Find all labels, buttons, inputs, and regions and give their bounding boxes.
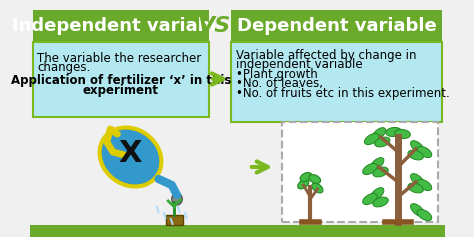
Ellipse shape xyxy=(312,183,323,193)
Text: •No. of leaves,: •No. of leaves, xyxy=(236,77,323,90)
Ellipse shape xyxy=(370,158,384,170)
Text: The variable the researcher: The variable the researcher xyxy=(37,52,202,65)
Text: Application of fertilizer ‘x’ in this: Application of fertilizer ‘x’ in this xyxy=(10,74,231,87)
Ellipse shape xyxy=(395,129,410,139)
FancyBboxPatch shape xyxy=(283,122,438,222)
Ellipse shape xyxy=(363,164,377,175)
FancyBboxPatch shape xyxy=(33,10,209,42)
FancyBboxPatch shape xyxy=(231,10,442,42)
FancyBboxPatch shape xyxy=(165,215,183,225)
Ellipse shape xyxy=(410,204,424,216)
FancyBboxPatch shape xyxy=(33,42,209,117)
Ellipse shape xyxy=(386,128,401,137)
Ellipse shape xyxy=(374,137,390,147)
Circle shape xyxy=(172,193,182,205)
Text: •No. of fruits etc in this experiment.: •No. of fruits etc in this experiment. xyxy=(236,87,449,100)
Ellipse shape xyxy=(309,174,320,183)
Ellipse shape xyxy=(417,179,432,191)
Ellipse shape xyxy=(298,179,309,189)
Text: Independent variable: Independent variable xyxy=(12,17,229,35)
Ellipse shape xyxy=(417,210,432,221)
Text: independent variable: independent variable xyxy=(236,58,363,71)
Ellipse shape xyxy=(417,146,432,158)
FancyBboxPatch shape xyxy=(231,42,442,122)
Ellipse shape xyxy=(373,197,388,207)
FancyBboxPatch shape xyxy=(29,225,446,237)
Ellipse shape xyxy=(373,167,388,177)
Ellipse shape xyxy=(408,183,423,193)
Text: VS: VS xyxy=(197,16,230,36)
Ellipse shape xyxy=(408,150,423,160)
Ellipse shape xyxy=(365,133,379,145)
Text: Variable affected by change in: Variable affected by change in xyxy=(236,49,416,62)
Ellipse shape xyxy=(300,173,312,182)
Ellipse shape xyxy=(363,193,377,205)
Text: •Plant growth: •Plant growth xyxy=(236,68,318,81)
Ellipse shape xyxy=(410,174,424,186)
Ellipse shape xyxy=(100,128,161,186)
Text: changes.: changes. xyxy=(37,61,91,74)
Text: Dependent variable: Dependent variable xyxy=(237,17,437,35)
Text: X: X xyxy=(119,140,142,169)
Ellipse shape xyxy=(370,188,384,200)
Ellipse shape xyxy=(410,141,424,153)
Ellipse shape xyxy=(372,128,386,140)
Text: experiment: experiment xyxy=(83,84,159,97)
